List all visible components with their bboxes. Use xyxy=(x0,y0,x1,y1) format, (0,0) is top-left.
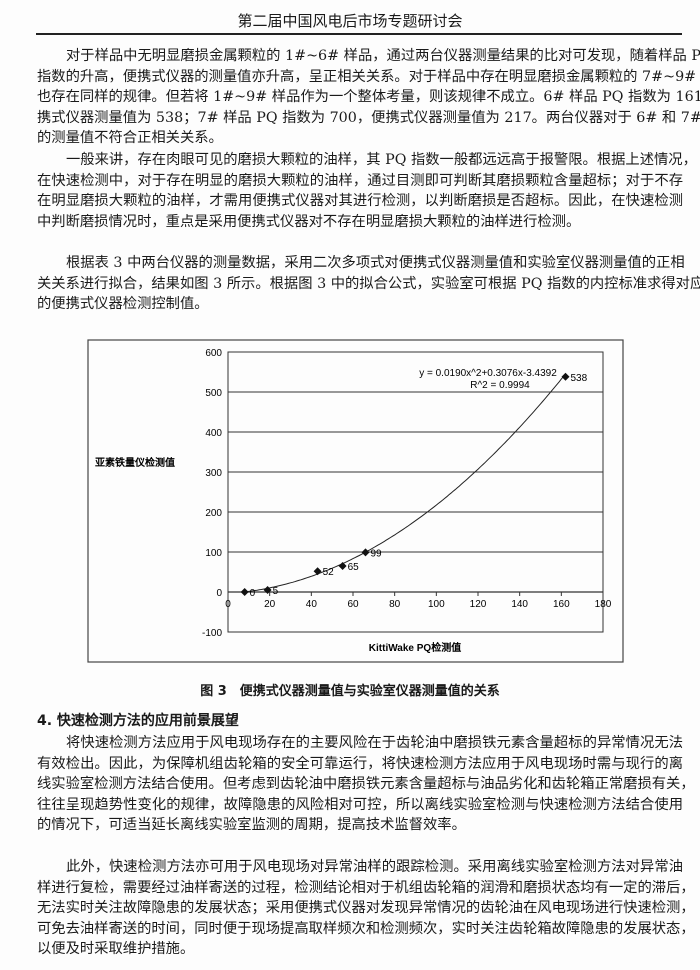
section-heading: 4. 快速检测方法的应用前景展望 xyxy=(37,713,239,729)
y-tick-label: 400 xyxy=(205,428,222,439)
para2-line: 中判断磨损情况时，重点是采用便携式仪器对不存在明显磨损大颗粒的油样进行检测。 xyxy=(37,213,581,230)
data-label: 538 xyxy=(571,373,588,384)
para2-line: 在快速检测中，对于存在明显的磨损大颗粒的油样，通过目测即可判断其磨损颗粒含量超标… xyxy=(37,172,683,189)
plot-area xyxy=(227,351,604,633)
r-squared: R^2 = 0.9994 xyxy=(470,380,530,391)
y-axis-label: 亚素铁量仪检测值 xyxy=(95,456,175,469)
para5-line: 以便及时采取维护措施。 xyxy=(37,941,195,958)
data-point xyxy=(313,567,322,576)
data-label: 65 xyxy=(348,562,360,573)
x-tick-label: 140 xyxy=(511,599,528,610)
figure-caption: 图 3 便携式仪器测量值与实验室仪器测量值的关系 xyxy=(200,684,500,699)
para2-line: 一般来讲，存在肉眼可见的磨损大颗粒的油样，其 PQ 指数一般都远远高于报警限。根… xyxy=(66,152,697,168)
para4-line: 有效检出。因此，为保障机组齿轮箱的安全可靠运行，将快速检测方法应用于风电现场时需… xyxy=(37,755,683,772)
x-tick-label: 40 xyxy=(306,599,318,610)
data-point xyxy=(338,562,347,570)
para3-line: 的便携式仪器检测控制值。 xyxy=(37,296,209,313)
para1-line: 也存在同样的规律。但若将 1#~9# 样品作为一个整体考量，则该规律不成立。6#… xyxy=(37,89,700,106)
y-tick-label: 0 xyxy=(216,588,222,599)
x-tick-label: 120 xyxy=(470,599,487,610)
trendline-equation: y = 0.0190x^2+0.3076x-3.4392 xyxy=(419,368,557,379)
para4-line: 将快速检测方法应用于风电现场存在的主要风险在于齿轮油中磨损铁元素含量超标的异常情… xyxy=(66,735,683,751)
data-point xyxy=(561,372,570,381)
para3-line: 根据表 3 中两台仪器的测量数据，采用二次多项式对便携式仪器测量值和实验室仪器测… xyxy=(66,255,685,271)
data-label: 0 xyxy=(250,588,256,599)
y-tick-label: 500 xyxy=(205,388,222,399)
y-tick-label: 100 xyxy=(205,548,222,559)
para4-line: 线实验室检测方法结合使用。但考虑到齿轮油中磨损铁元素含量超标与油品劣化和齿轮箱正… xyxy=(37,776,695,793)
para3-line: 关关系进行拟合，结果如图 3 所示。根据图 3 中的拟合公式，实验室可根据 PQ… xyxy=(37,275,700,292)
x-tick-label: 20 xyxy=(264,599,276,610)
data-label: 52 xyxy=(323,567,335,578)
trendline xyxy=(244,373,566,593)
para5-line: 此外，快速检测方法亦可用于风电现场对异常油样的跟踪检测。采用离线实验室检测方法对… xyxy=(66,859,683,875)
para5-line: 样进行复检，需要经过油样寄送的过程，检测结论相对于机组齿轮箱的润滑和磨损状态均有… xyxy=(37,879,695,896)
data-point xyxy=(361,548,370,557)
x-tick-label: 0 xyxy=(225,599,231,610)
running-header: 第二届中国风电后市场专题研讨会 xyxy=(237,12,463,30)
x-axis-label: KittiWake PQ检测值 xyxy=(369,641,461,654)
x-tick-label: 160 xyxy=(553,599,570,610)
para1-line: 的测量值不符合正相关关系。 xyxy=(37,130,223,147)
para1-line: 携式仪器测量值为 538；7# 样品 PQ 指数为 700，便携式仪器测量值为 … xyxy=(37,109,700,126)
para5-line: 可免去油样寄送的时间，同时便于现场提高取样频次和检测频次，实时关注齿轮箱故障隐患… xyxy=(37,920,695,937)
data-point xyxy=(263,586,272,594)
chart-frame xyxy=(87,339,624,663)
y-tick-label: 200 xyxy=(205,508,222,519)
y-tick-label: 300 xyxy=(205,468,222,479)
data-point xyxy=(240,588,249,596)
x-tick-label: 80 xyxy=(389,599,401,610)
para4-line: 往往呈现趋势性变化的规律，故障隐患的风险相对可控，所以离线实验室检测与快速检测方… xyxy=(37,796,683,813)
data-label: 5 xyxy=(273,586,279,597)
para1-line: 指数的升高，便携式仪器的测量值亦升高，呈正相关关系。对于样品中存在明显磨损金属颗… xyxy=(37,68,700,85)
x-tick-label: 60 xyxy=(347,599,359,610)
para4-line: 的情况下，可适当延长离线实验室监测的周期，提高技术监督效率。 xyxy=(37,817,466,834)
x-tick-label: 100 xyxy=(428,599,445,610)
para2-line: 在明显磨损大颗粒的油样，才需用便携式仪器对其进行检测，以判断磨损是否超标。因此，… xyxy=(37,193,683,210)
x-tick-label: 180 xyxy=(595,599,612,610)
para1-line: 对于样品中无明显磨损金属颗粒的 1#~6# 样品，通过两台仪器测量结果的比对可发… xyxy=(66,48,700,64)
para5-line: 无法实时关注故障隐患的发展状态；采用便携式仪器对发现异常情况的齿轮油在风电现场进… xyxy=(37,900,695,917)
y-tick-label: -100 xyxy=(202,628,222,639)
header-rule xyxy=(36,33,682,35)
data-label: 99 xyxy=(371,548,383,559)
y-tick-label: 600 xyxy=(205,348,222,359)
